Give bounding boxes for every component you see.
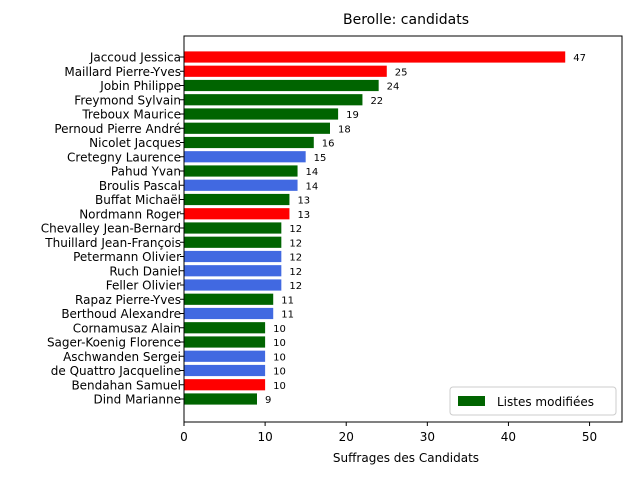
value-label: 10 [273, 338, 286, 349]
category-label: Berthoud Alexandre [61, 307, 181, 321]
value-label: 12 [289, 281, 302, 292]
category-label: Jaccoud Jessica [89, 51, 181, 65]
category-label: Broulis Pascal [99, 179, 181, 193]
value-label: 24 [387, 82, 400, 93]
chart-title: Berolle: candidats [343, 12, 469, 28]
bar [184, 122, 330, 134]
x-tick-label: 0 [180, 430, 188, 444]
value-label: 11 [281, 295, 294, 306]
bar [184, 208, 290, 220]
value-label: 9 [265, 395, 271, 406]
bar [184, 265, 282, 277]
category-label: Jobin Philippe [99, 79, 181, 93]
category-label: Feller Olivier [106, 279, 181, 293]
category-label: Bendahan Samuel [71, 378, 181, 392]
bar [184, 307, 274, 320]
bar [184, 179, 298, 191]
bar [184, 279, 282, 291]
bar [184, 108, 339, 120]
value-label: 12 [289, 253, 302, 264]
plot-frame [183, 35, 623, 423]
value-label: 10 [273, 324, 286, 335]
value-label: 11 [281, 310, 294, 321]
category-label: Thuillard Jean-François [44, 236, 181, 250]
legend-label: Listes modifiées [497, 395, 594, 409]
category-label: Chevalley Jean-Bernard [41, 222, 181, 236]
value-label: 12 [289, 238, 302, 249]
category-label: Buffat Michaël [95, 193, 181, 207]
category-label: Nicolet Jacques [89, 136, 181, 150]
value-label: 10 [273, 367, 286, 378]
bar [184, 51, 566, 63]
value-label: 19 [346, 110, 359, 121]
category-label: Ruch Daniel [109, 264, 181, 278]
category-label: Maillard Pierre-Yves [64, 65, 181, 79]
x-tick-label: 50 [582, 430, 597, 444]
category-label: Cretegny Laurence [67, 150, 181, 164]
category-label: Rapaz Pierre-Yves [75, 293, 181, 307]
value-label: 16 [322, 139, 335, 150]
category-label: Dind Marianne [93, 393, 181, 407]
category-label: Nordmann Roger [79, 207, 181, 221]
value-label: 47 [573, 53, 586, 64]
bar [184, 165, 298, 177]
value-label: 22 [370, 96, 383, 107]
legend-frame [449, 386, 617, 416]
x-tick-label: 20 [339, 430, 354, 444]
bar [184, 336, 266, 348]
category-label: Treboux Maurice [81, 108, 181, 122]
category-label: Freymond Sylvain [74, 93, 181, 107]
value-label: 10 [273, 352, 286, 363]
value-label: 13 [297, 196, 310, 207]
bar [184, 250, 282, 263]
bar [184, 364, 266, 377]
bar [184, 94, 363, 106]
bar [184, 136, 314, 149]
bar [184, 379, 266, 391]
bar [184, 236, 282, 248]
category-label: Cornamusaz Alain [73, 321, 181, 335]
category-label: Sager-Koenig Florence [47, 336, 181, 350]
bar [184, 65, 387, 77]
value-label: 14 [306, 181, 319, 192]
value-label: 12 [289, 224, 302, 235]
bar [184, 79, 379, 92]
category-label: Pernoud Pierre André [54, 122, 181, 136]
bar [184, 322, 266, 334]
x-tick-label: 30 [420, 430, 435, 444]
value-label: 25 [395, 67, 408, 78]
bars-layer [184, 51, 566, 405]
category-label: de Quattro Jacqueline [51, 364, 181, 378]
x-tick-label: 10 [257, 430, 272, 444]
category-label: Pahud Yvan [111, 165, 181, 179]
x-axis-title: Suffrages des Candidats [333, 451, 479, 465]
x-tick-label: 40 [501, 430, 516, 444]
bar [184, 193, 290, 206]
bar [184, 350, 266, 362]
bar [184, 293, 274, 305]
bar [184, 151, 306, 163]
value-label: 10 [273, 381, 286, 392]
value-label: 14 [306, 167, 319, 178]
value-label: 18 [338, 124, 351, 135]
legend: Listes modifiées [449, 386, 617, 416]
category-label: Aschwanden Sergei [63, 350, 181, 364]
category-label: Petermann Olivier [73, 250, 181, 264]
value-label: 13 [297, 210, 310, 221]
value-label: 12 [289, 267, 302, 278]
bar [184, 393, 257, 405]
value-label: 15 [314, 153, 327, 164]
legend-swatch [458, 396, 485, 406]
x-axis-ticks: 0 10 20 30 40 50 [180, 422, 597, 444]
bar [184, 222, 282, 234]
